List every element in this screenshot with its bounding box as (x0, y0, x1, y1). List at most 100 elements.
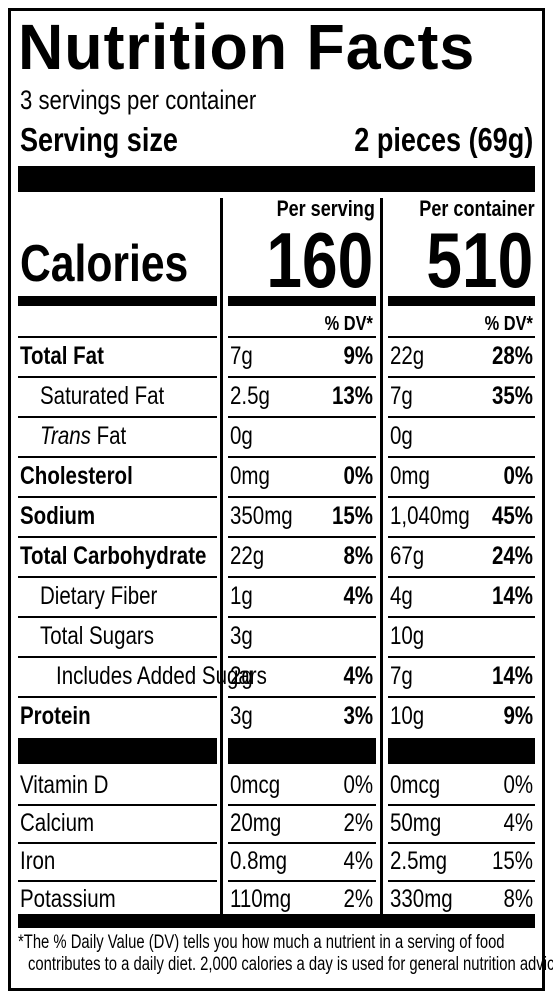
container-dv-text: 14% (491, 582, 533, 610)
label-title-text: Nutrition Facts (18, 11, 476, 83)
footnote-line-1: *The % Daily Value (DV) tells you how mu… (18, 932, 553, 954)
nutrient-label-text: Sodium (20, 502, 96, 530)
container-amount-text: 67g (390, 542, 425, 570)
vitamin-container-amount-text: 50mg (390, 809, 442, 837)
row-rule (18, 880, 217, 882)
vitamin-label-text: Vitamin D (20, 771, 109, 799)
vitamin-serving-dv: 0% (300, 767, 373, 803)
calories-bar-container (388, 296, 535, 306)
row-rule (228, 880, 376, 882)
nutrient-label: Cholesterol (20, 458, 158, 494)
container-amount-text: 7g (390, 382, 413, 410)
serving-size-label-text: Serving size (20, 121, 178, 158)
vitamin-serving-amount: 20mg (230, 805, 293, 841)
vitamin-serving-dv-text: 2% (343, 885, 373, 913)
container-dv-text: 24% (491, 542, 533, 570)
row-rule (18, 496, 217, 498)
serving-amount-text: 0mg (230, 462, 270, 490)
serving-size-value-text: 2 pieces (69g) (354, 121, 533, 158)
row-rule (388, 576, 535, 578)
container-amount: 4g (390, 578, 418, 614)
container-dv: 14% (460, 658, 533, 694)
serving-dv: 4% (300, 578, 373, 614)
nutrient-label: Total Carbohydrate (20, 538, 247, 574)
serving-dv: 0% (300, 458, 373, 494)
vitamin-serving-dv: 2% (300, 881, 373, 917)
column-header-per-container-text: Per container (419, 196, 535, 221)
vitamin-serving-dv: 2% (300, 805, 373, 841)
serving-amount: 3g (230, 618, 258, 654)
serving-amount-text: 2g (230, 662, 253, 690)
container-amount-text: 10g (390, 702, 425, 730)
nutrient-label: Total Sugars (40, 618, 179, 654)
nutrient-label: Dietary Fiber (40, 578, 183, 614)
container-amount: 22g (390, 338, 432, 374)
calories-per-serving: 160 (230, 218, 373, 302)
row-rule (18, 656, 217, 658)
row-rule (18, 576, 217, 578)
serving-dv (300, 618, 373, 654)
row-rule (18, 536, 217, 538)
vitamin-container-dv: 15% (460, 843, 533, 879)
vitamin-serving-dv-text: 0% (343, 771, 373, 799)
thick-divider-vitamins-serving (228, 738, 376, 764)
container-dv: 9% (460, 698, 533, 734)
vitamin-container-dv: 8% (460, 881, 533, 917)
row-rule (388, 616, 535, 618)
container-amount: 0g (390, 418, 418, 454)
serving-amount-text: 350mg (230, 502, 293, 530)
nutrient-label-text: Total Carbohydrate (20, 542, 207, 570)
column-header-per-serving: Per serving (230, 196, 375, 222)
row-rule (388, 656, 535, 658)
container-amount: 10g (390, 698, 432, 734)
container-amount-text: 7g (390, 662, 413, 690)
row-rule (18, 804, 217, 806)
row-rule (228, 616, 376, 618)
nutrient-label-italic: Trans (40, 422, 91, 450)
nutrient-label-text: Protein (20, 702, 91, 730)
vitamin-serving-dv-text: 2% (343, 809, 373, 837)
serving-amount: 350mg (230, 498, 306, 534)
row-rule (388, 336, 535, 338)
dv-header-serving-text: % DV* (324, 313, 373, 335)
serving-amount: 2g (230, 658, 258, 694)
vitamin-container-dv-text: 15% (491, 847, 533, 875)
container-dv: 35% (460, 378, 533, 414)
vitamin-container-amount: 2.5mg (390, 843, 459, 879)
nutrient-label-text: Saturated Fat (40, 382, 165, 410)
row-rule (18, 842, 217, 844)
row-rule (228, 576, 376, 578)
serving-dv: 3% (300, 698, 373, 734)
dv-header-container: % DV* (390, 312, 533, 336)
serving-dv-text: 4% (343, 662, 373, 690)
nutrient-label: Saturated Fat (40, 378, 191, 414)
container-amount-text: 1,040mg (390, 502, 470, 530)
container-dv (460, 418, 533, 454)
nutrient-label: Trans Fat (40, 418, 145, 454)
container-dv: 0% (460, 458, 533, 494)
vitamin-container-amount-text: 2.5mg (390, 847, 447, 875)
serving-dv: 8% (300, 538, 373, 574)
dv-header-container-text: % DV* (484, 313, 533, 335)
serving-dv-text: 3% (343, 702, 373, 730)
container-amount: 10g (390, 618, 432, 654)
vitamin-serving-amount-text: 20mg (230, 809, 282, 837)
vitamin-label-text: Calcium (20, 809, 95, 837)
row-rule (388, 880, 535, 882)
nutrient-label-text: Cholesterol (20, 462, 133, 490)
vitamin-container-amount: 50mg (390, 805, 453, 841)
row-rule (228, 376, 376, 378)
nutrient-label-text: Total Sugars (40, 622, 154, 650)
serving-amount-text: 3g (230, 702, 253, 730)
serving-dv-text: 9% (343, 342, 373, 370)
container-dv-text: 45% (491, 502, 533, 530)
vitamin-container-dv-text: 4% (503, 809, 533, 837)
vitamin-label: Vitamin D (20, 767, 128, 803)
dv-header-serving: % DV* (230, 312, 373, 336)
thick-divider-vitamins-container (388, 738, 535, 764)
nutrient-label-text: Total Fat (20, 342, 104, 370)
vitamin-serving-amount: 0mcg (230, 767, 291, 803)
nutrient-label-text: Dietary Fiber (40, 582, 158, 610)
calories-per-serving-text: 160 (266, 216, 373, 304)
row-rule (228, 456, 376, 458)
